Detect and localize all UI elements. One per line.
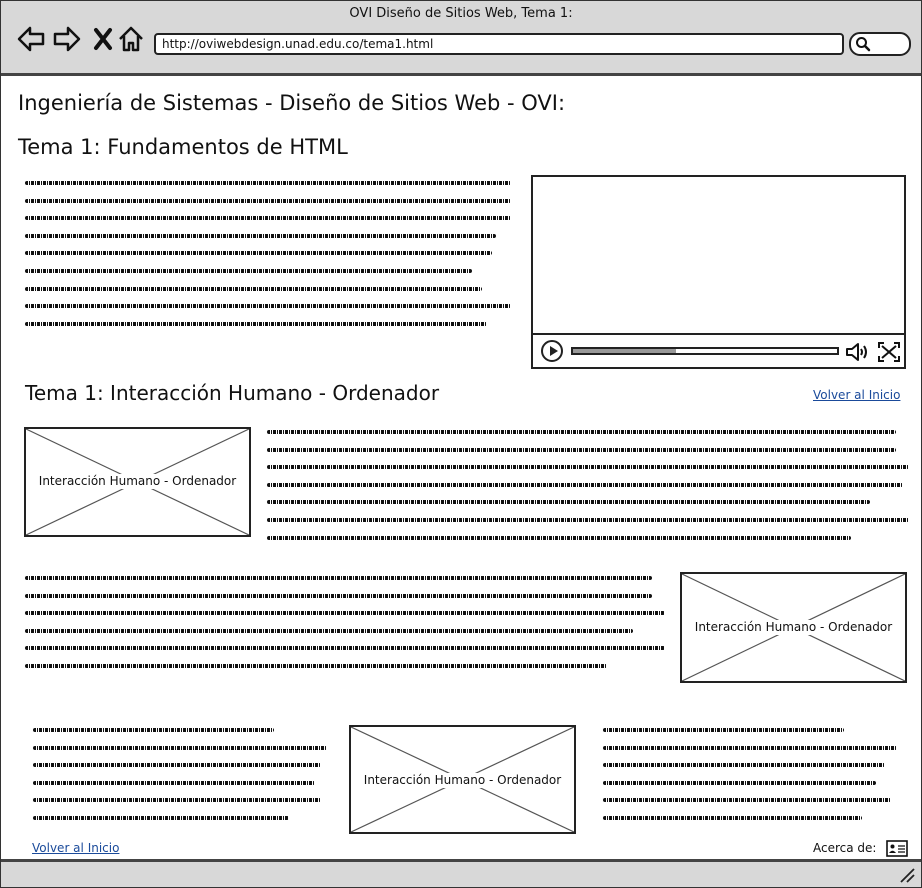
back-arrow-icon[interactable] <box>17 25 45 53</box>
image-label: Interacción Humano - Ordenador <box>682 620 905 635</box>
status-bar <box>1 859 921 887</box>
forward-arrow-icon[interactable] <box>53 25 81 53</box>
contact-card-icon[interactable] <box>886 840 908 857</box>
search-field[interactable] <box>849 32 911 56</box>
image-label: Interacción Humano - Ordenador <box>351 773 574 788</box>
page-title: Ingeniería de Sistemas - Diseño de Sitio… <box>18 91 566 115</box>
play-icon[interactable] <box>541 340 563 362</box>
image-placeholder: Interacción Humano - Ordenador <box>349 725 576 834</box>
browser-toolbar: OVI Diseño de Sitios Web, Tema 1: http:/… <box>1 1 921 76</box>
image-placeholder: Interacción Humano - Ordenador <box>680 572 907 683</box>
video-progress-bar[interactable] <box>571 347 839 355</box>
placeholder-text-block <box>25 181 511 339</box>
placeholder-text-block <box>33 728 327 834</box>
video-player[interactable] <box>531 175 906 369</box>
search-icon <box>856 37 871 52</box>
image-label: Interacción Humano - Ordenador <box>26 474 249 489</box>
close-x-icon[interactable] <box>89 25 117 53</box>
back-to-top-link[interactable]: Volver al Inicio <box>32 841 120 855</box>
address-bar[interactable]: http://oviwebdesign.unad.edu.co/tema1.ht… <box>154 33 844 55</box>
placeholder-text-block <box>267 430 909 553</box>
video-controls <box>533 333 904 367</box>
home-icon[interactable] <box>117 25 145 53</box>
video-progress-fill <box>573 349 676 353</box>
back-to-top-link[interactable]: Volver al Inicio <box>813 388 901 402</box>
placeholder-text-block <box>603 728 897 834</box>
resize-grip-icon[interactable] <box>899 867 915 883</box>
placeholder-text-block <box>25 576 665 682</box>
section-title-interaccion: Tema 1: Interacción Humano - Ordenador <box>25 381 440 405</box>
volume-icon[interactable] <box>845 341 871 363</box>
fullscreen-icon[interactable] <box>877 341 901 363</box>
image-placeholder: Interacción Humano - Ordenador <box>24 427 251 537</box>
window-title: OVI Diseño de Sitios Web, Tema 1: <box>349 6 573 21</box>
section-title-fundamentos: Tema 1: Fundamentos de HTML <box>18 135 348 159</box>
about-label: Acerca de: <box>813 841 877 855</box>
